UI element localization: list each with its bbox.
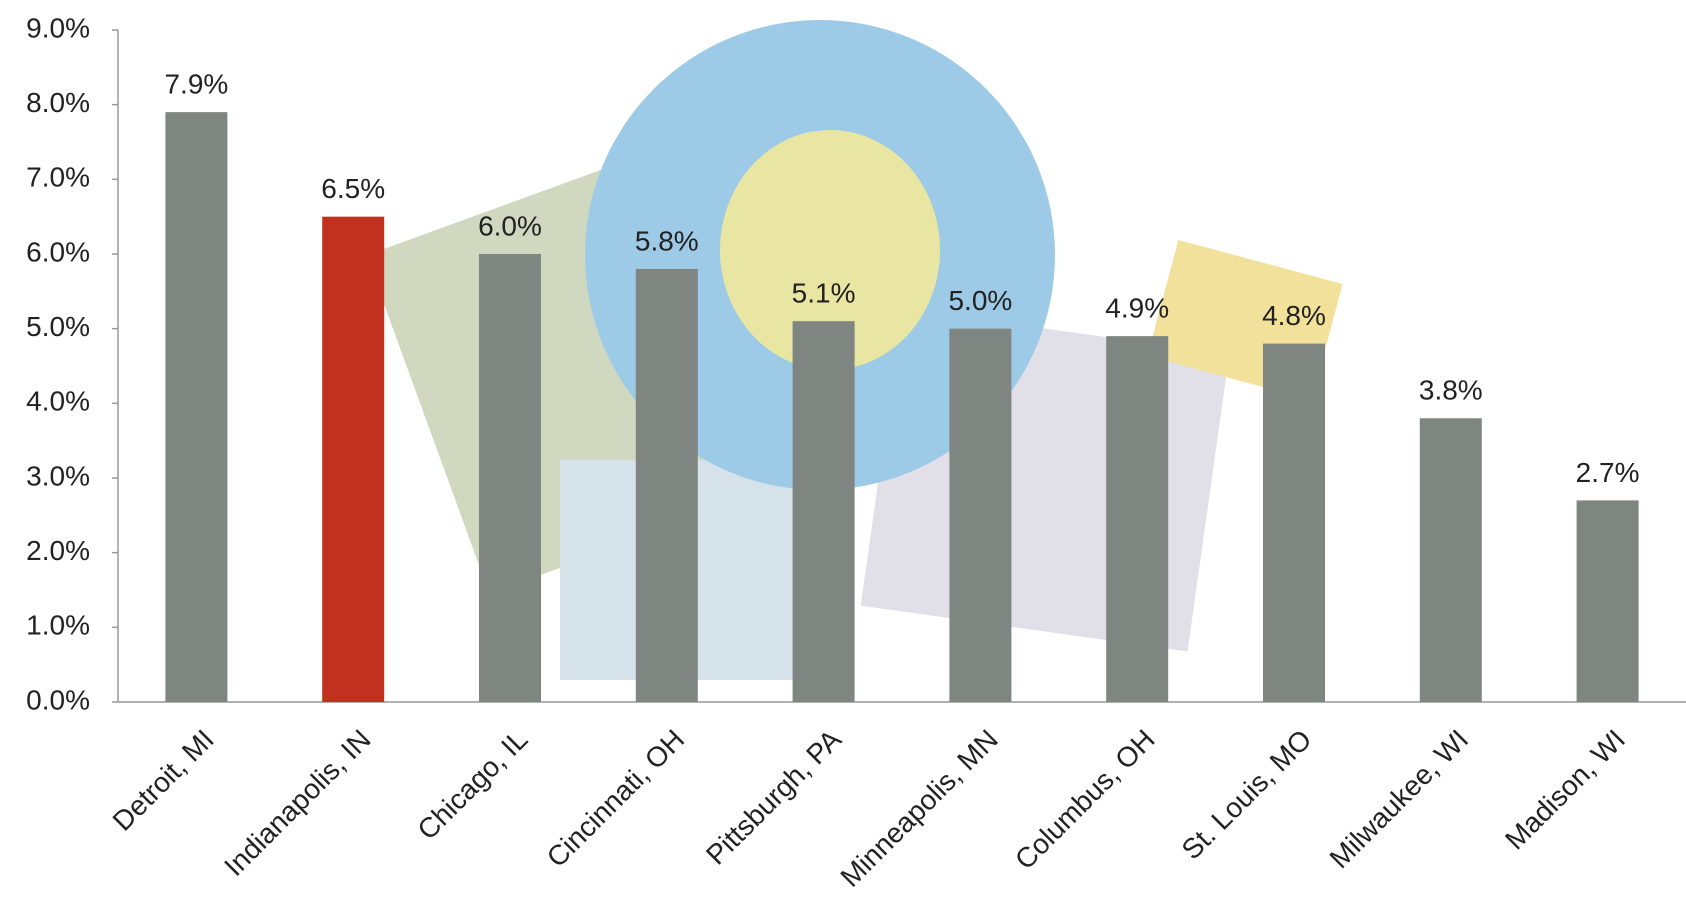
- x-tick-label: Chicago, IL: [411, 724, 533, 846]
- value-label: 5.1%: [792, 278, 856, 309]
- x-tick-label: Detroit, MI: [107, 724, 220, 837]
- value-label: 6.5%: [321, 173, 385, 204]
- value-label: 4.9%: [1105, 293, 1169, 324]
- bar: [792, 321, 855, 702]
- x-tick-label: Madison, WI: [1499, 724, 1631, 856]
- value-label: 2.7%: [1576, 457, 1640, 488]
- y-tick-label: 9.0%: [26, 12, 90, 43]
- bar: [1576, 500, 1639, 702]
- value-label: 5.0%: [948, 285, 1012, 316]
- y-tick-label: 7.0%: [26, 162, 90, 193]
- x-tick-label: Indianapolis, IN: [218, 724, 376, 882]
- y-tick-label: 0.0%: [26, 684, 90, 715]
- value-label: 3.8%: [1419, 375, 1483, 406]
- value-label: 4.8%: [1262, 300, 1326, 331]
- bar: [479, 254, 541, 702]
- y-tick-label: 2.0%: [26, 535, 90, 566]
- y-tick-label: 3.0%: [26, 460, 90, 491]
- x-tick-label: Pittsburgh, PA: [700, 723, 847, 870]
- bar: [1106, 336, 1169, 702]
- bar: [949, 328, 1012, 702]
- bar: [322, 216, 385, 702]
- y-tick-label: 1.0%: [26, 610, 90, 641]
- y-tick-label: 6.0%: [26, 236, 90, 267]
- bar: [635, 268, 698, 702]
- globe-land: [720, 130, 940, 370]
- bar: [1419, 418, 1482, 702]
- value-label: 5.8%: [635, 225, 699, 256]
- x-tick-label: Columbus, OH: [1009, 724, 1161, 876]
- y-tick-label: 4.0%: [26, 386, 90, 417]
- value-label: 6.0%: [478, 210, 542, 241]
- bar: [1263, 343, 1325, 702]
- x-tick-label: Cincinnati, OH: [541, 724, 691, 874]
- x-tick-label: Milwaukee, WI: [1324, 724, 1475, 875]
- x-tick-label: Minneapolis, MN: [834, 724, 1003, 893]
- x-tick-label: St. Louis, MO: [1176, 724, 1318, 866]
- value-label: 7.9%: [164, 69, 228, 100]
- y-tick-label: 8.0%: [26, 87, 90, 118]
- bar: [165, 112, 228, 703]
- y-tick-label: 5.0%: [26, 311, 90, 342]
